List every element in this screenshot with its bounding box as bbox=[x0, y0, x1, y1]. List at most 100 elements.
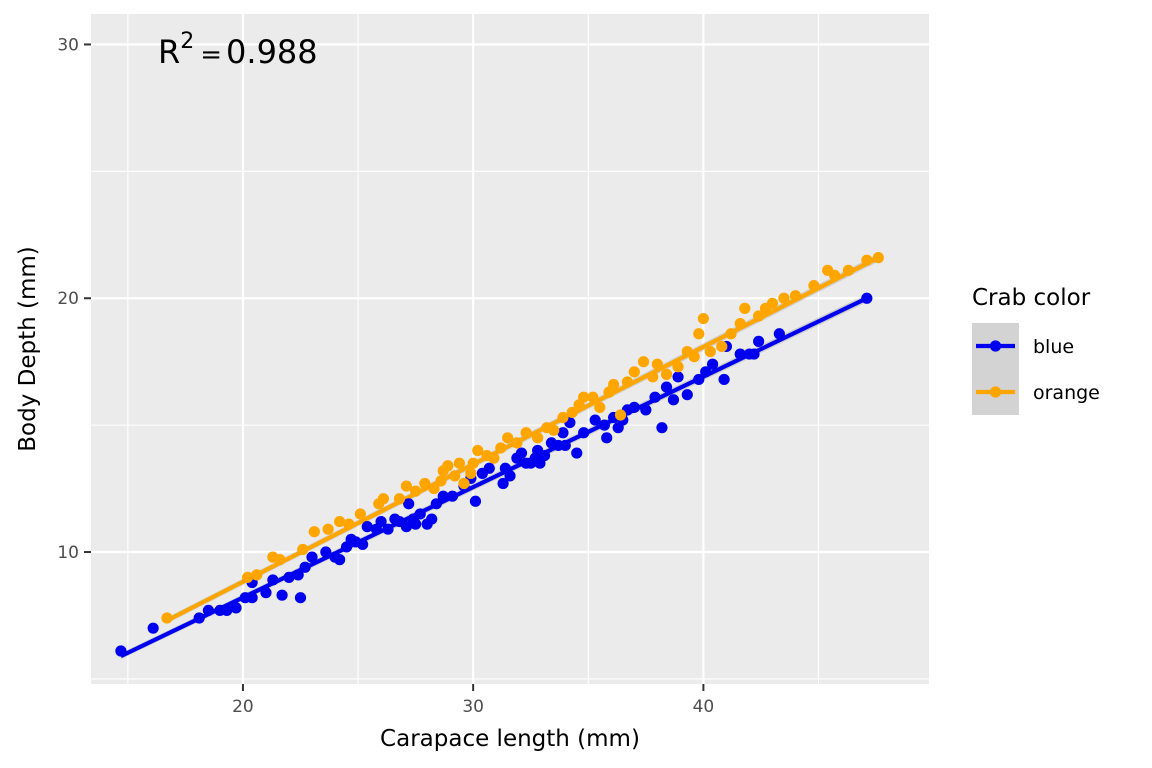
point-blue bbox=[660, 381, 673, 393]
point-orange bbox=[614, 409, 627, 421]
point-orange bbox=[251, 569, 263, 581]
axes: 20 30 40 10 20 30 bbox=[57, 35, 714, 717]
point-blue bbox=[306, 551, 318, 563]
point-orange bbox=[308, 526, 320, 538]
point-orange bbox=[161, 612, 173, 624]
point-blue bbox=[748, 348, 760, 360]
point-blue bbox=[483, 462, 495, 474]
point-blue bbox=[515, 447, 528, 459]
point-orange bbox=[557, 411, 569, 424]
point-blue bbox=[571, 447, 583, 459]
data-points bbox=[115, 252, 884, 657]
point-orange bbox=[704, 345, 716, 358]
point-orange bbox=[621, 376, 634, 388]
point-orange bbox=[428, 482, 440, 495]
point-orange bbox=[502, 432, 514, 444]
point-orange bbox=[607, 378, 620, 391]
point-blue bbox=[504, 470, 516, 482]
point-blue bbox=[649, 391, 661, 403]
point-orange bbox=[672, 361, 684, 373]
point-orange bbox=[334, 515, 346, 528]
x-axis-title: Carapace length (mm) bbox=[380, 726, 640, 752]
annotation-exponent: 2 bbox=[180, 29, 194, 54]
point-orange bbox=[520, 427, 532, 439]
point-orange bbox=[647, 371, 659, 383]
point-orange bbox=[410, 485, 422, 497]
point-orange bbox=[400, 480, 413, 492]
point-blue bbox=[734, 348, 746, 360]
point-orange bbox=[628, 366, 640, 378]
point-orange bbox=[442, 460, 454, 472]
point-orange bbox=[354, 508, 366, 520]
point-blue bbox=[667, 394, 680, 406]
point-orange bbox=[697, 312, 709, 325]
point-orange bbox=[808, 279, 820, 292]
x-tick-label: 30 bbox=[462, 697, 484, 717]
point-orange bbox=[872, 252, 884, 264]
point-blue bbox=[361, 521, 373, 533]
point-orange bbox=[453, 457, 465, 469]
legend-label-blue: blue bbox=[1033, 336, 1074, 358]
point-blue bbox=[276, 589, 288, 601]
point-blue bbox=[230, 602, 242, 614]
point-orange bbox=[241, 571, 254, 584]
point-blue bbox=[753, 335, 765, 347]
point-blue bbox=[320, 546, 332, 558]
point-orange bbox=[377, 493, 389, 505]
point-blue bbox=[718, 373, 730, 386]
point-orange bbox=[842, 264, 855, 276]
point-blue bbox=[115, 645, 127, 657]
point-blue bbox=[292, 569, 304, 581]
point-orange bbox=[688, 351, 700, 363]
point-orange bbox=[465, 467, 477, 479]
point-orange bbox=[532, 432, 544, 444]
point-orange bbox=[734, 318, 746, 330]
point-blue bbox=[559, 439, 571, 452]
point-orange bbox=[766, 297, 779, 309]
point-blue bbox=[375, 515, 387, 528]
point-orange bbox=[435, 475, 447, 487]
legend-key-point-blue bbox=[989, 340, 1002, 352]
point-blue bbox=[246, 592, 258, 604]
point-orange bbox=[467, 457, 479, 469]
point-blue bbox=[693, 373, 705, 386]
point-blue bbox=[267, 574, 279, 586]
point-orange bbox=[393, 493, 406, 505]
point-blue bbox=[414, 508, 426, 520]
point-orange bbox=[637, 356, 650, 368]
y-axis-title: Body Depth (mm) bbox=[15, 246, 41, 452]
point-blue bbox=[410, 518, 422, 530]
point-blue bbox=[357, 538, 369, 551]
point-orange bbox=[651, 358, 663, 370]
point-blue bbox=[497, 477, 509, 490]
legend-key-point-orange bbox=[989, 386, 1002, 398]
point-blue bbox=[334, 554, 346, 566]
point-orange bbox=[587, 391, 599, 403]
point-blue bbox=[202, 604, 215, 617]
point-blue bbox=[773, 328, 785, 340]
point-blue bbox=[601, 432, 613, 444]
point-orange bbox=[343, 518, 355, 530]
legend: Crab color blue orange bbox=[972, 285, 1100, 415]
y-tick-label: 30 bbox=[57, 35, 79, 55]
point-orange bbox=[472, 444, 484, 457]
point-orange bbox=[322, 523, 334, 535]
point-orange bbox=[458, 477, 470, 490]
annotation-base: R bbox=[158, 33, 180, 71]
y-tick-label: 10 bbox=[57, 543, 79, 563]
point-blue bbox=[147, 622, 159, 634]
point-blue bbox=[681, 389, 693, 401]
point-orange bbox=[739, 302, 751, 314]
point-orange bbox=[693, 328, 705, 340]
point-blue bbox=[426, 513, 438, 525]
point-orange bbox=[725, 328, 737, 340]
point-blue bbox=[299, 561, 311, 573]
point-blue bbox=[538, 449, 551, 462]
point-orange bbox=[753, 310, 765, 322]
x-tick-label: 40 bbox=[693, 697, 715, 717]
annotation-value: 0.988 bbox=[226, 33, 318, 71]
point-orange bbox=[778, 292, 790, 304]
point-blue bbox=[446, 490, 459, 502]
point-blue bbox=[578, 427, 590, 439]
